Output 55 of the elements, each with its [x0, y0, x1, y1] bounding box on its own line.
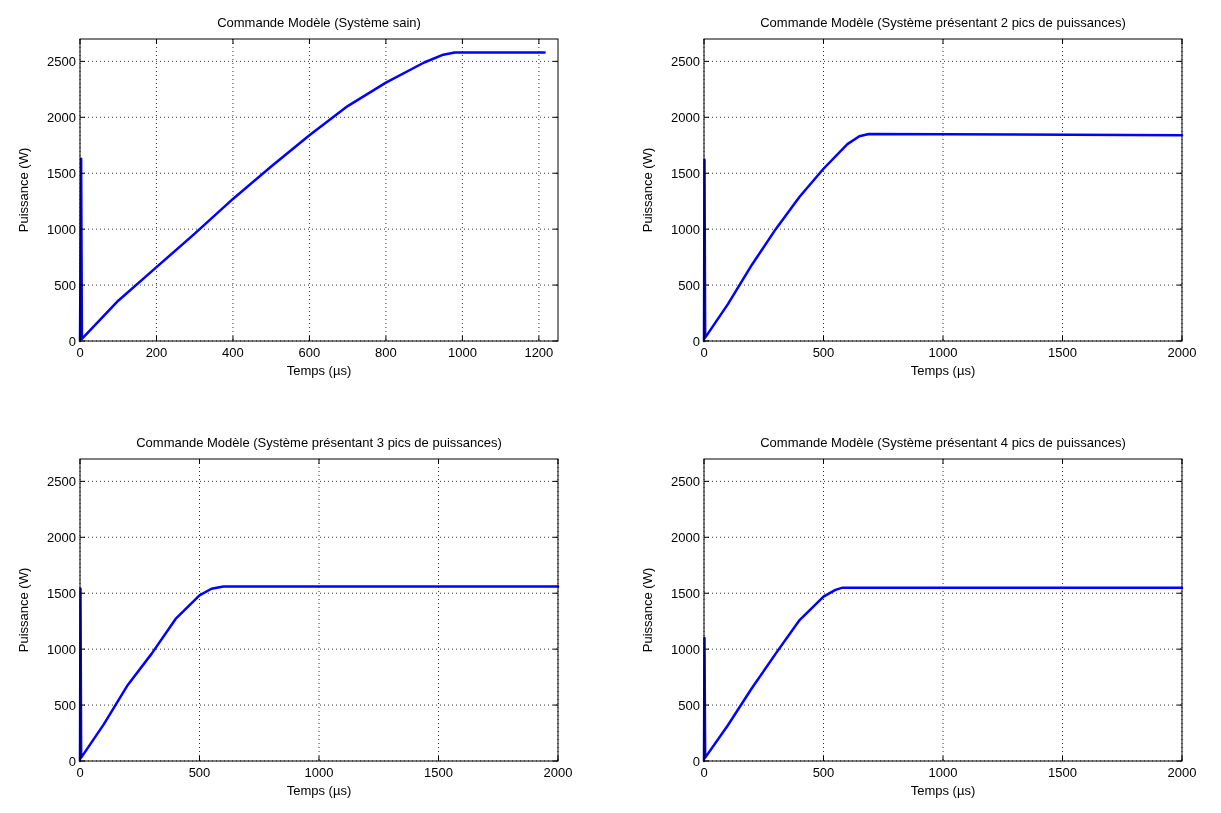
x-tick-label: 800 [375, 345, 397, 360]
chart-title: Commande Modèle (Système présentant 3 pics de puissances) [136, 435, 502, 450]
y-axis-title: Puissance (W) [640, 147, 655, 233]
y-tick-label: 1000 [671, 222, 700, 238]
chart-title: Commande Modèle (Système sain) [217, 15, 421, 30]
y-tick-label: 0 [692, 334, 700, 349]
y-tick-label: 2000 [671, 110, 700, 126]
chart-title: Commande Modèle (Système présentant 4 pics de puissances) [760, 435, 1126, 450]
y-tick-label: 2500 [671, 474, 700, 490]
y-tick-label: 2500 [671, 54, 700, 70]
x-tick-label: 600 [298, 345, 321, 360]
x-tick-label: 1500 [1048, 345, 1077, 360]
y-tick-label: 500 [54, 698, 76, 714]
x-tick-label: 500 [812, 345, 835, 360]
y-axis-title: Puissance (W) [16, 567, 31, 653]
y-tick-label: 0 [692, 754, 700, 769]
y-tick-label: 2000 [47, 530, 76, 546]
y-tick-label: 1500 [47, 586, 76, 602]
line-series [78, 51, 546, 343]
y-tick-label: 1000 [47, 642, 76, 658]
y-tick-label: 2000 [47, 110, 76, 126]
x-tick-label: 2000 [543, 765, 573, 780]
y-tick-label: 500 [678, 278, 700, 294]
x-axis-title: Temps (µs) [910, 783, 976, 798]
chart-title: Commande Modèle (Système présentant 2 pics de puissances) [760, 15, 1126, 30]
x-tick-label: 1000 [447, 345, 477, 360]
y-tick-label: 0 [68, 334, 76, 349]
x-tick-label: 1500 [1048, 765, 1077, 780]
y-tick-label: 2500 [47, 54, 76, 70]
y-tick-label: 1500 [671, 166, 700, 182]
y-tick-label: 2500 [47, 474, 76, 490]
x-tick-label: 1200 [524, 345, 554, 360]
x-tick-label: 200 [145, 345, 168, 360]
y-tick-label: 500 [678, 698, 700, 714]
x-axis-title: Temps (µs) [286, 783, 352, 798]
x-tick-label: 1500 [424, 765, 453, 780]
x-tick-label: 1000 [928, 345, 958, 360]
y-tick-label: 1000 [671, 642, 700, 658]
x-tick-label: 400 [222, 345, 244, 360]
y-tick-label: 1500 [671, 586, 700, 602]
y-tick-label: 1000 [47, 222, 76, 238]
x-tick-label: 500 [812, 765, 835, 780]
x-tick-label: 1000 [304, 765, 334, 780]
y-axis-title: Puissance (W) [16, 147, 31, 233]
x-axis-title: Temps (µs) [286, 363, 352, 378]
y-axis-title: Puissance (W) [640, 567, 655, 653]
y-tick-label: 2000 [671, 530, 700, 546]
y-tick-label: 1500 [47, 166, 76, 182]
x-axis-title: Temps (µs) [910, 363, 976, 378]
y-tick-label: 500 [54, 278, 76, 294]
y-tick-label: 0 [68, 754, 76, 769]
x-tick-label: 2000 [1167, 765, 1197, 780]
x-tick-label: 1000 [928, 765, 958, 780]
x-tick-label: 2000 [1167, 345, 1197, 360]
x-tick-label: 500 [188, 765, 211, 780]
